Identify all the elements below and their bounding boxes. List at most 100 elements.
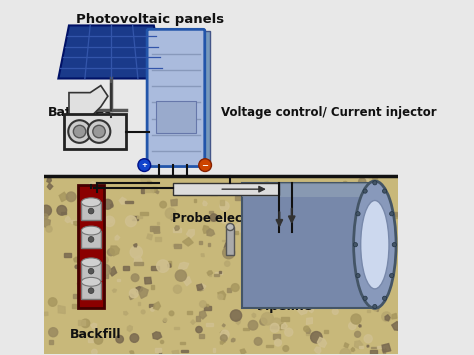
- Circle shape: [349, 322, 356, 329]
- Polygon shape: [91, 323, 97, 328]
- Circle shape: [138, 159, 151, 171]
- Circle shape: [279, 229, 292, 241]
- Polygon shape: [110, 246, 119, 256]
- Bar: [72, 305, 76, 308]
- Circle shape: [160, 201, 166, 208]
- Polygon shape: [224, 241, 234, 251]
- Circle shape: [81, 319, 90, 328]
- Polygon shape: [147, 234, 152, 240]
- Polygon shape: [153, 228, 160, 233]
- Bar: [343, 243, 347, 247]
- Circle shape: [368, 206, 376, 214]
- Bar: [150, 226, 159, 231]
- Polygon shape: [389, 246, 393, 252]
- Bar: [82, 262, 101, 280]
- Circle shape: [57, 206, 67, 215]
- Polygon shape: [307, 318, 312, 324]
- Polygon shape: [382, 348, 386, 351]
- Circle shape: [196, 327, 202, 333]
- Bar: [173, 244, 178, 246]
- Circle shape: [363, 189, 367, 193]
- Bar: [243, 328, 248, 330]
- Polygon shape: [349, 197, 356, 204]
- Polygon shape: [246, 238, 251, 244]
- Circle shape: [254, 217, 259, 222]
- Polygon shape: [124, 311, 128, 315]
- Circle shape: [357, 200, 366, 209]
- Bar: [88, 219, 97, 223]
- Bar: [282, 317, 289, 321]
- Polygon shape: [42, 219, 50, 228]
- Polygon shape: [300, 291, 310, 299]
- Circle shape: [116, 335, 123, 343]
- Bar: [303, 237, 307, 241]
- Bar: [377, 345, 383, 348]
- Circle shape: [173, 285, 182, 293]
- Polygon shape: [200, 284, 206, 290]
- Bar: [288, 211, 291, 213]
- Circle shape: [210, 214, 218, 221]
- Circle shape: [392, 242, 396, 247]
- Circle shape: [373, 181, 377, 185]
- Polygon shape: [58, 26, 164, 78]
- Circle shape: [259, 215, 269, 225]
- Polygon shape: [259, 207, 267, 214]
- Bar: [285, 273, 290, 277]
- Polygon shape: [130, 351, 134, 354]
- Circle shape: [169, 311, 174, 316]
- Bar: [194, 199, 196, 202]
- Circle shape: [48, 298, 57, 306]
- Polygon shape: [311, 264, 319, 270]
- Polygon shape: [221, 217, 229, 224]
- Polygon shape: [281, 323, 287, 329]
- Circle shape: [102, 257, 108, 263]
- Circle shape: [390, 212, 394, 216]
- Polygon shape: [230, 232, 234, 237]
- Bar: [44, 176, 398, 354]
- Bar: [174, 327, 179, 329]
- Bar: [173, 228, 181, 232]
- Bar: [225, 186, 231, 190]
- Polygon shape: [183, 277, 191, 286]
- Polygon shape: [346, 274, 350, 278]
- Bar: [138, 302, 140, 305]
- Circle shape: [75, 265, 78, 268]
- Polygon shape: [355, 213, 362, 220]
- Circle shape: [304, 326, 309, 332]
- Circle shape: [285, 271, 296, 282]
- Ellipse shape: [361, 201, 389, 289]
- Polygon shape: [171, 199, 177, 206]
- Polygon shape: [332, 190, 343, 199]
- Bar: [235, 231, 238, 234]
- Bar: [208, 243, 210, 246]
- Bar: [204, 306, 211, 310]
- Circle shape: [218, 294, 223, 299]
- Bar: [132, 216, 137, 220]
- Circle shape: [91, 349, 97, 355]
- Polygon shape: [218, 291, 226, 300]
- Bar: [213, 348, 215, 353]
- Circle shape: [99, 264, 110, 276]
- Circle shape: [220, 201, 229, 211]
- Polygon shape: [343, 277, 348, 282]
- Text: Photovoltaic panels: Photovoltaic panels: [76, 13, 224, 26]
- Bar: [295, 207, 298, 212]
- Bar: [288, 242, 291, 247]
- Text: Batteries: Batteries: [48, 105, 112, 119]
- Bar: [222, 240, 226, 241]
- Circle shape: [267, 213, 270, 217]
- Circle shape: [223, 247, 235, 259]
- Circle shape: [83, 287, 91, 295]
- Circle shape: [230, 310, 242, 321]
- Bar: [199, 334, 204, 338]
- Polygon shape: [280, 323, 285, 330]
- Bar: [270, 263, 272, 264]
- Polygon shape: [393, 213, 400, 219]
- Polygon shape: [136, 286, 142, 292]
- Bar: [78, 320, 85, 325]
- Polygon shape: [306, 329, 311, 333]
- Circle shape: [156, 260, 169, 272]
- Bar: [368, 248, 374, 252]
- Circle shape: [248, 321, 258, 330]
- Bar: [102, 219, 109, 223]
